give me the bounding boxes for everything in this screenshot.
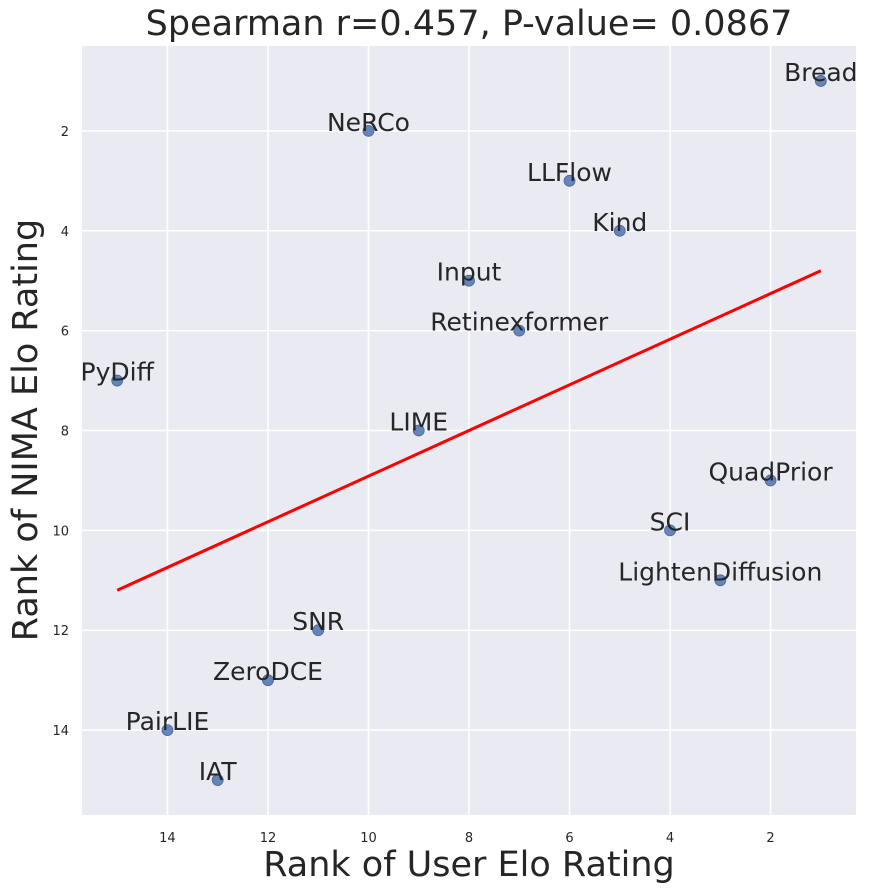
- point-label-snr: SNR: [292, 607, 344, 636]
- data-point-nerco: [362, 124, 375, 137]
- point-label-retinexformer: Retinexformer: [430, 308, 609, 337]
- x-tick-label: 14: [159, 831, 176, 846]
- x-tick-label: 2: [766, 831, 774, 846]
- data-point-snr: [312, 624, 325, 637]
- data-point-kind: [613, 224, 626, 237]
- point-label-llflow: LLFlow: [527, 158, 612, 187]
- data-point-input: [463, 274, 475, 287]
- data-point-iat: [211, 774, 224, 786]
- point-label-zerodce: ZeroDCE: [213, 657, 323, 686]
- y-tick-label: 14: [52, 724, 69, 739]
- point-label-pairlie: PairLIE: [126, 707, 210, 736]
- point-label-input: Input: [437, 258, 502, 287]
- data-point-pairlie: [161, 724, 174, 737]
- y-tick-label: 10: [52, 524, 69, 539]
- y-tick-label: 8: [61, 425, 69, 440]
- point-label-sci: SCI: [650, 507, 691, 536]
- point-label-kind: Kind: [592, 208, 647, 237]
- x-tick-label: 10: [360, 831, 377, 846]
- regression-line: [116, 269, 822, 592]
- point-label-bread: Bread: [784, 58, 857, 87]
- point-labels: Bread NeRCo LLFlow Kind Input Retinexformer Py…: [81, 58, 858, 786]
- x-tick-label: 12: [260, 831, 277, 846]
- x-axis-label: Rank of User Elo Rating: [263, 845, 675, 885]
- y-tick-label: 6: [61, 325, 69, 340]
- x-tick-label: 4: [666, 831, 674, 846]
- x-tick-label: 8: [465, 831, 473, 846]
- data-point-lime: [412, 424, 425, 437]
- y-tick-label: 4: [61, 225, 69, 240]
- data-point-quadprior: [764, 474, 777, 487]
- y-axis-label: Rank of NIMA Elo Rating: [6, 219, 46, 641]
- data-point-lightendiffusion: [714, 574, 727, 587]
- y-tick-label: 12: [52, 624, 69, 639]
- data-points: [111, 75, 827, 786]
- data-point-zerodce: [262, 674, 274, 687]
- data-point-pydiff: [111, 374, 124, 387]
- chart-title: Spearman r=0.457, P-value= 0.0867: [146, 4, 793, 44]
- data-point-bread: [814, 75, 827, 87]
- data-point-sci: [664, 524, 676, 537]
- point-label-pydiff: PyDiff: [81, 358, 155, 387]
- x-tick-labels: 14 12 10 8 6 4 2: [159, 831, 775, 846]
- data-point-llflow: [563, 174, 576, 187]
- point-label-nerco: NeRCo: [327, 108, 410, 137]
- point-label-lime: LIME: [389, 408, 448, 437]
- point-label-quadprior: QuadPrior: [708, 457, 833, 486]
- x-tick-label: 6: [565, 831, 573, 846]
- y-tick-labels: 2 4 6 8 10 12 14: [52, 125, 69, 739]
- point-label-lightendiffusion: LightenDiffusion: [618, 557, 822, 586]
- data-point-retinexformer: [513, 324, 526, 337]
- y-tick-label: 2: [61, 125, 69, 140]
- point-label-iat: IAT: [199, 757, 238, 786]
